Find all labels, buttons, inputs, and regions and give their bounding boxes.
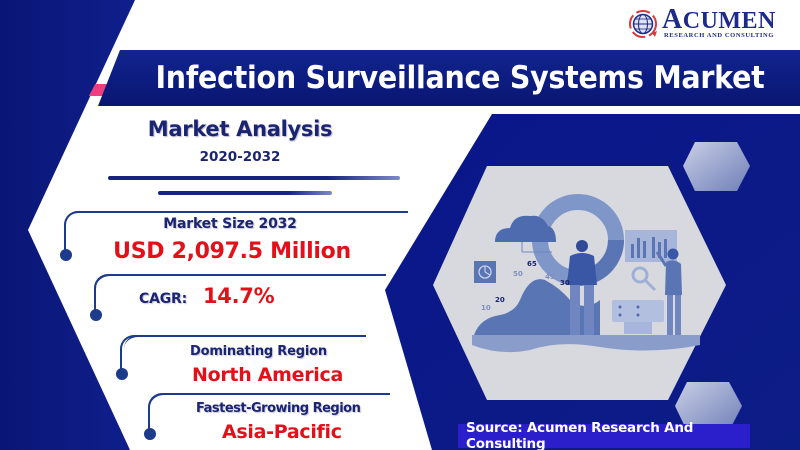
fastest-region-label: Fastest-Growing Region	[196, 401, 361, 416]
bracket-connector	[96, 274, 386, 310]
bracket-connector	[94, 274, 114, 314]
illustration-label-30: 30	[560, 279, 570, 287]
market-size-value: USD 2,097.5 Million	[113, 239, 351, 264]
cagr-value: 14.7%	[203, 284, 275, 308]
divider-rule	[108, 176, 400, 180]
bracket-dot	[144, 428, 156, 440]
bracket-connector	[64, 211, 84, 253]
bracket-connector	[120, 335, 140, 373]
bracket-connector	[150, 393, 390, 423]
analysis-period: 2020-2032	[199, 149, 281, 165]
globe-icon	[629, 10, 657, 38]
dominating-region-label: Dominating Region	[190, 344, 327, 359]
fastest-region-value: Asia-Pacific	[222, 421, 342, 443]
dominating-region-value: North America	[192, 364, 344, 386]
illustration-label-65: 65	[527, 260, 537, 268]
cagr-label: CAGR:	[139, 291, 187, 307]
logo-tagline: RESEARCH AND CONSULTING	[664, 32, 774, 39]
bracket-dot	[116, 368, 128, 380]
bracket-dot	[60, 249, 72, 261]
decor-hexagon-bottom	[675, 382, 742, 431]
source-label: Source: Acumen Research And Consulting	[458, 420, 750, 450]
page-title: Infection Surveillance Systems Market	[155, 60, 765, 96]
divider-rule	[158, 191, 332, 195]
illustration-label-10: 10	[481, 304, 491, 312]
market-size-label: Market Size 2032	[163, 216, 297, 232]
bracket-connector	[64, 211, 408, 305]
illustration-label-45: 45	[545, 273, 555, 281]
bracket-dot	[90, 309, 102, 321]
market-analysis-heading: Market Analysis	[147, 117, 333, 141]
illustration-label-50: 50	[513, 270, 523, 278]
logo-name: ACUMEN	[662, 4, 776, 35]
illustration-label-20: 20	[495, 296, 505, 304]
acumen-logo: ACUMEN RESEARCH AND CONSULTING	[628, 6, 798, 42]
decor-hexagon-top	[683, 142, 750, 191]
bracket-connector	[148, 393, 168, 433]
bracket-connector	[124, 335, 366, 371]
title-banner	[98, 50, 800, 106]
